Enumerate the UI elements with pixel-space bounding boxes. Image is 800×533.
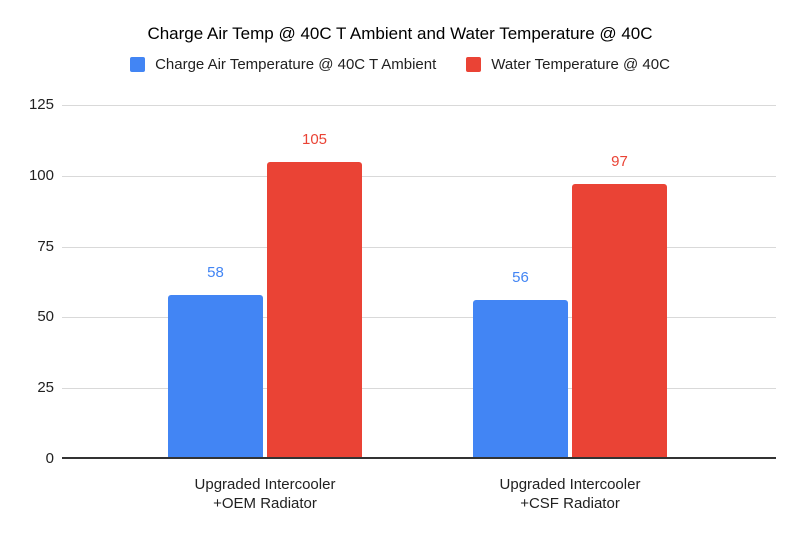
legend-label: Charge Air Temperature @ 40C T Ambient xyxy=(155,56,437,73)
y-axis-tick-label: 25 xyxy=(37,379,54,397)
legend-item-charge-air: Charge Air Temperature @ 40C T Ambient xyxy=(130,56,436,73)
plot-area: 0 25 50 75 100 125 58 105 Upgraded Intercooler +… xyxy=(29,96,776,512)
y-axis-tick-label: 75 xyxy=(37,237,54,255)
y-axis-tick-label: 125 xyxy=(28,96,54,113)
bar-column: 56 xyxy=(473,269,568,459)
gridline xyxy=(62,175,776,177)
y-axis-tick-label: 100 xyxy=(28,166,54,184)
gridline xyxy=(62,246,776,248)
bar-group: 56 97 xyxy=(473,105,667,459)
bar-data-label: 97 xyxy=(611,153,628,170)
x-axis-category-label: Upgraded Intercooler +CSF Radiator xyxy=(499,476,641,512)
bar-data-label: 58 xyxy=(207,264,224,281)
bar-column: 105 xyxy=(267,131,362,459)
y-axis-tick-label: 0 xyxy=(45,450,54,467)
y-axis-tick-label: 50 xyxy=(37,308,54,326)
legend-swatch xyxy=(466,57,482,72)
legend-swatch xyxy=(130,57,146,72)
gridline xyxy=(62,388,776,390)
bar-data-label: 56 xyxy=(512,269,529,286)
bar-column: 97 xyxy=(572,153,667,459)
bar-data-label: 105 xyxy=(301,131,328,148)
x-axis-line xyxy=(62,457,776,459)
gridline xyxy=(62,317,776,319)
bar-group: 58 105 xyxy=(168,105,362,459)
legend-item-water-temp: Water Temperature @ 40C xyxy=(466,56,670,73)
bar xyxy=(572,184,667,459)
legend-label: Water Temperature @ 40C xyxy=(491,56,670,73)
bar xyxy=(267,162,362,459)
bar-column: 58 xyxy=(168,264,263,459)
legend: Charge Air Temperature @ 40C T Ambient W… xyxy=(0,56,800,73)
x-axis-category-label: Upgraded Intercooler +OEM Radiator xyxy=(194,476,336,512)
chart-title: Charge Air Temp @ 40C T Ambient and Wate… xyxy=(147,24,653,43)
gridline xyxy=(62,105,776,106)
bar xyxy=(473,300,568,459)
bar xyxy=(168,295,263,459)
